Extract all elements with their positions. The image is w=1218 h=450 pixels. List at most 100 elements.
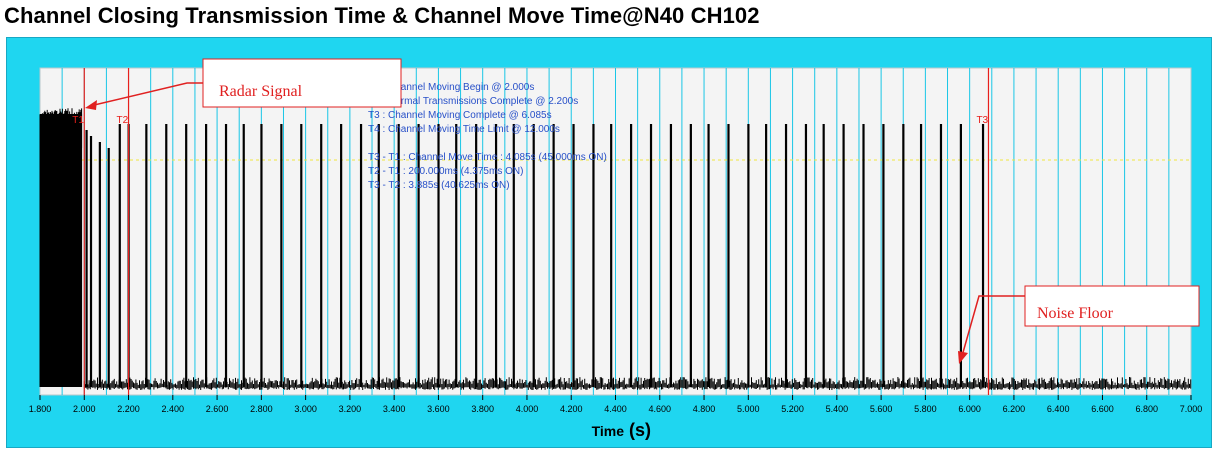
radar-signal-arrow [89, 82, 203, 107]
pulse-mark [592, 124, 595, 387]
pulse-mark [727, 124, 730, 387]
chart-svg: T1 T2 T3 T1 : Channel Moving Begin @ 2.000… [29, 58, 1203, 440]
pulse-mark [494, 124, 498, 387]
x-tick-label: 5.000 [737, 404, 760, 414]
noise-floor-callout-box [1024, 285, 1200, 327]
pulse-mark [649, 124, 653, 387]
x-tick-label: 2.600 [206, 404, 229, 414]
x-tick-label: 2.400 [162, 404, 185, 414]
x-tick-label: 1.800 [29, 404, 52, 414]
x-tick-label: 4.400 [604, 404, 627, 414]
x-tick-label: 7.000 [1180, 404, 1203, 414]
pulse-mark [882, 124, 885, 387]
pulse-mark [475, 124, 478, 387]
pulse-mark [185, 124, 188, 387]
x-tick-label: 5.200 [781, 404, 804, 414]
pulse-mark [455, 124, 458, 387]
pulse-mark [397, 124, 400, 387]
info-line: T3 - T2 : 3.885s (40.625ms ON) [368, 180, 510, 191]
x-tick-label: 5.800 [914, 404, 937, 414]
pulse-mark [689, 124, 692, 387]
pulse-mark [610, 124, 613, 387]
marker-label-t1: T1 [72, 115, 84, 126]
pulse-mark [260, 124, 263, 387]
chart-frame: T1 T2 T3 T1 : Channel Moving Begin @ 2.000… [6, 37, 1212, 448]
radar-burst-block [40, 114, 83, 148]
pulse-mark [747, 124, 750, 387]
info-line: T2 : Normal Transmissions Complete @ 2.2… [368, 96, 578, 107]
pulse-mark [107, 148, 110, 387]
noise-floor-arrow [961, 295, 1025, 357]
pulse-mark [85, 130, 88, 387]
pulse-mark [981, 124, 985, 387]
radar-burst-trace [39, 108, 83, 387]
pulse-mark [902, 124, 905, 387]
x-axis-unit: (s) [629, 420, 651, 440]
x-axis-label: Time [592, 423, 625, 439]
pulse-mark [300, 124, 303, 387]
x-tick-label: 2.200 [117, 404, 140, 414]
pulse-mark [89, 136, 93, 387]
x-tick-label: 5.400 [826, 404, 849, 414]
x-tick-label: 6.800 [1135, 404, 1158, 414]
info-line: T2 - T1 : 200.000ms (4.375ms ON) [368, 166, 523, 177]
pulse-mark [765, 124, 768, 387]
x-tick-label: 6.200 [1003, 404, 1026, 414]
pulse-mark [939, 124, 943, 387]
pulse-mark [959, 124, 962, 387]
pulse-mark [242, 124, 245, 387]
pulse-mark [98, 142, 101, 387]
info-line: T1 : Channel Moving Begin @ 2.000s [368, 82, 534, 93]
pulse-mark [822, 124, 825, 387]
pulse-mark [784, 124, 788, 387]
noise-floor-arrowhead [958, 351, 968, 364]
pulse-mark [919, 124, 923, 387]
pulse-mark [669, 124, 673, 387]
pulse-mark [224, 124, 228, 387]
radar-signal-callout-box [202, 58, 402, 108]
pulse-mark [862, 124, 865, 387]
noise-floor-callout-text: Noise Floor [1037, 305, 1114, 322]
marker-label-t3: T3 [976, 115, 988, 126]
radar-signal-arrowhead [85, 100, 97, 110]
pulse-mark [377, 124, 380, 387]
x-tick-label: 2.800 [250, 404, 273, 414]
x-tick-label: 4.600 [649, 404, 672, 414]
x-tick-label: 3.000 [294, 404, 317, 414]
x-tick-label: 3.400 [383, 404, 406, 414]
pulse-mark [205, 124, 208, 387]
info-line: T3 : Channel Moving Complete @ 6.085s [368, 110, 552, 121]
pulse-mark [340, 124, 343, 387]
pulse-mark [629, 124, 633, 387]
x-tick-label: 6.000 [958, 404, 981, 414]
x-tick-label: 3.800 [471, 404, 494, 414]
x-tick-label: 4.000 [516, 404, 539, 414]
pulse-mark [707, 124, 710, 387]
pulse-mark [359, 124, 363, 387]
pulse-mark [572, 124, 575, 387]
pulse-mark [145, 124, 148, 387]
x-tick-label: 2.000 [73, 404, 96, 414]
pulse-mark [842, 124, 845, 387]
pulse-mark [165, 124, 168, 387]
info-line: T3 - T1 : Channel Move Time : 4.085s (45… [368, 152, 607, 163]
x-tick-label: 3.600 [427, 404, 450, 414]
radar-signal-callout-text: Radar Signal [219, 83, 303, 100]
page-title: Channel Closing Transmission Time & Chan… [4, 3, 760, 28]
pulse-mark [512, 124, 515, 387]
pulse-mark [320, 124, 323, 387]
info-line: T4 : Channel Moving Time Limit @ 12.000s [368, 124, 560, 135]
x-tick-label: 3.200 [339, 404, 362, 414]
x-tick-label: 4.200 [560, 404, 583, 414]
marker-label-t2: T2 [117, 115, 129, 126]
x-tick-label: 4.800 [693, 404, 716, 414]
x-tick-label: 6.600 [1091, 404, 1114, 414]
pulse-mark [437, 124, 440, 387]
x-tick-label: 5.600 [870, 404, 893, 414]
pulse-mark [552, 124, 555, 387]
pulse-mark [280, 124, 283, 387]
x-tick-label: 6.400 [1047, 404, 1070, 414]
pulse-mark [804, 124, 808, 387]
pulse-mark [532, 124, 535, 387]
pulse-mark [118, 124, 121, 387]
